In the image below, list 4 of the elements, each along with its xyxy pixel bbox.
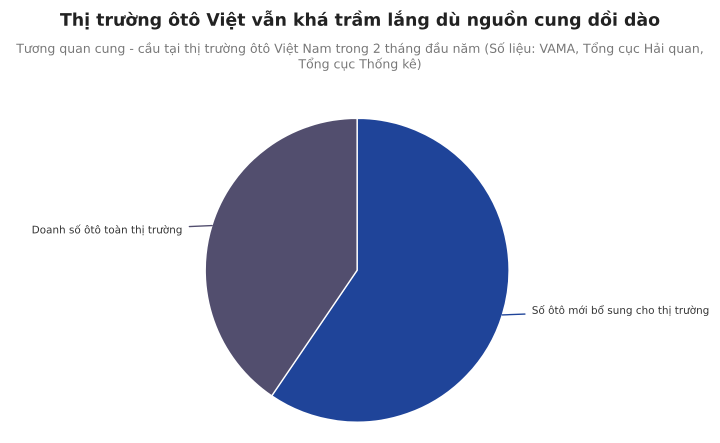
slice-label: Số ôtô mới bổ sung cho thị trường	[532, 304, 708, 316]
slice-label: Doanh số ôtô toàn thị trường	[32, 224, 182, 236]
chart-subtitle: Tương quan cung - cầu tại thị trường ôtô Việt Nam trong 2 tháng đầu năm (Số liệu: VAMA, Tổng cục Hải quan, Tổng cục Thống kê)	[16, 42, 703, 71]
chart-title: Thị trường ôtô Việt vẫn khá trầm lắng dù nguồn cung dồi dào	[60, 10, 660, 30]
